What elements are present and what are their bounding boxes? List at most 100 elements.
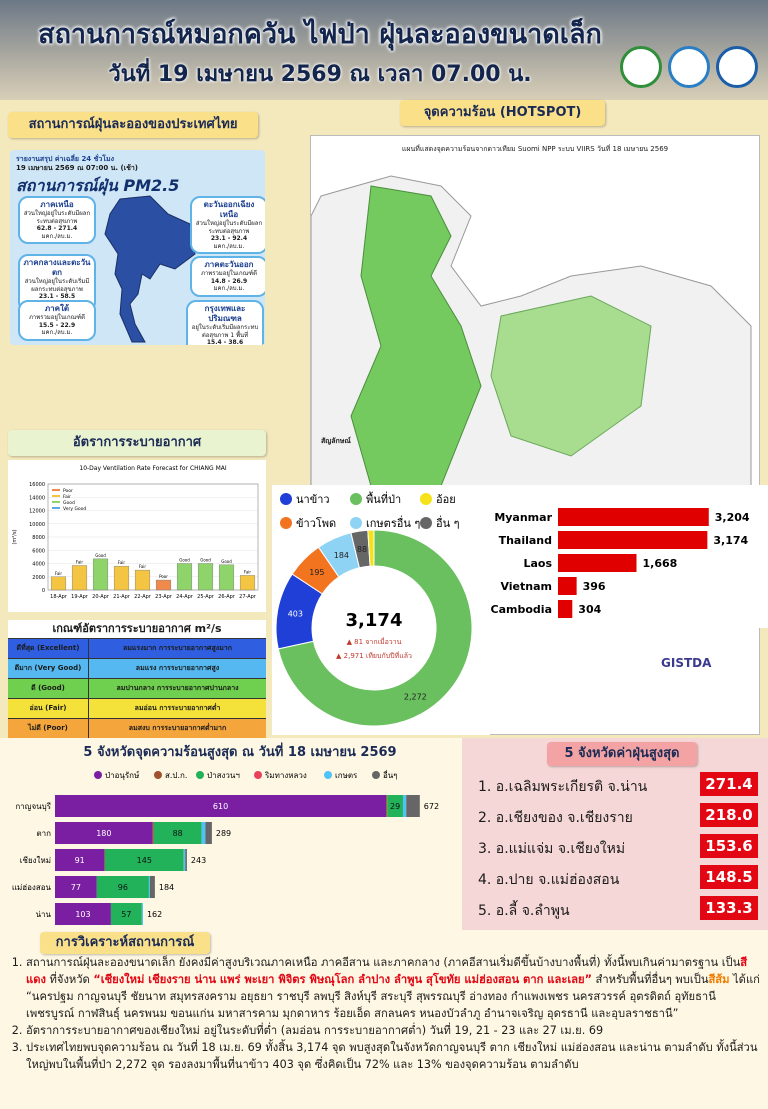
y-tick-label: 6000 [32, 548, 45, 554]
map-logo: GISTDA [661, 656, 712, 670]
bar-segment [141, 903, 143, 925]
region-status: ส่วนใหญ่อยู่ในระดับเริ่มมีผลกระทบต่อสุขภ… [24, 278, 90, 293]
y-tick-label: 8000 [32, 535, 45, 541]
value-label: 396 [583, 580, 606, 593]
category-label: กาญจนบุรี [15, 802, 51, 811]
criteria-desc: ลมอ่อน การระบายอากาศต่ำ [134, 704, 221, 712]
map-forest [350, 185, 482, 486]
legend-label: Fair [63, 494, 71, 500]
region-status: ส่วนใหญ่อยู่ในระดับมีผลกระทบต่อสุขภาพ [23, 210, 91, 225]
bar-segment [183, 849, 186, 871]
slice-label: 184 [334, 551, 349, 560]
region-status: ภาพรวมอยู่ในเกณฑ์ดี [200, 270, 258, 277]
x-tick-label: 19-Apr [71, 594, 89, 600]
bar-segment [55, 795, 387, 817]
criteria-table: เกณฑ์อัตราการระบายอากาศ m²/s ดีที่สุด (E… [8, 620, 266, 738]
bar [92, 558, 109, 591]
bar-segment [104, 849, 184, 871]
segment-label: 96 [118, 883, 128, 892]
bar-segment [387, 795, 403, 817]
segment-label: 29 [390, 802, 400, 811]
map-shape [104, 195, 196, 343]
category-label: Vietnam [500, 580, 552, 593]
criteria-level: อ่อน (Fair) [8, 699, 89, 718]
bar-label: Fair [76, 559, 83, 564]
section-title: 5 จังหวัดค่าฝุ่นสูงสุด [547, 742, 697, 766]
region-card: ภาคตะวันออก ภาพรวมอยู่ในเกณฑ์ดี 14.8 - 26.… [190, 256, 265, 297]
landuse-donut: พื้นที่ป่า นาข้าวข้าวโพด เกษตรอื่น ๆ อื่น ๆ… [272, 485, 490, 735]
chart-title: 5 จังหวัดจุดความร้อนสูงสุด ณ วันที่ 18 เ… [83, 742, 396, 760]
logo [620, 46, 662, 88]
legend-label: ริมทางหลวง [264, 771, 307, 780]
ranking-row: 1. อ.เฉลิมพระเกียรติ จ.น่าน 271.4 [478, 772, 762, 798]
legend-label: ป่าสงวนฯ [207, 771, 240, 780]
text: ประเทศไทยพบจุดความร้อน ณ วันที่ 18 เม.ย.… [26, 1041, 758, 1071]
y-tick-label: 2000 [32, 575, 45, 581]
total-label: 184 [159, 883, 174, 892]
legend-swatch [350, 517, 362, 529]
ranking-row: 2. อ.เชียงของ จ.เชียงราย 218.0 [478, 803, 762, 829]
criteria-row: ดีที่สุด (Excellent) ลมแรงมาก การระบายอาก… [8, 638, 266, 658]
legend-swatch [420, 493, 432, 505]
bar-segment [205, 822, 212, 844]
province-chart: 5 จังหวัดจุดความร้อนสูงสุด ณ วันที่ 18 เ… [0, 738, 462, 930]
bar-segment [185, 849, 187, 871]
ranking-row: 3. อ.แม่แจ่ม จ.เชียงใหม่ 153.6 [478, 834, 762, 860]
report-label: รายงานสรุป ค่าเฉลี่ย 24 ชั่วโมง [16, 155, 115, 163]
category-label: ตาก [36, 829, 51, 838]
bar-label: Good [179, 558, 190, 563]
bar [113, 565, 130, 591]
legend-label: อื่นๆ [383, 769, 398, 780]
slice-label: 2,272 [404, 693, 427, 702]
category-label: แม่ฮ่องสอน [12, 883, 52, 892]
map-legend-title: สัญลักษณ์ [321, 437, 351, 445]
category-label: Laos [523, 557, 552, 570]
bar [218, 564, 235, 591]
region-name: ภาคตะวันออก [204, 260, 254, 269]
category-label: น่าน [36, 910, 52, 919]
bar-segment [55, 876, 97, 898]
legend-label: Poor [63, 488, 73, 494]
text: สีส้ม [708, 973, 730, 986]
legend-label: Good [63, 500, 75, 506]
legend-swatch [154, 771, 162, 779]
pm-top5: 5 จังหวัดค่าฝุ่นสูงสุด 1. อ.เฉลิมพระเกีย… [462, 738, 768, 930]
region-name: ตะวันออกเฉียงเหนือ [203, 200, 255, 219]
page-title: สถานการณ์หมอกควัน ไฟป่า ฝุ่นละอองขนาดเล็… [38, 19, 602, 50]
legend-swatch [350, 493, 362, 505]
bar [71, 565, 88, 591]
section-title: สถานการณ์ฝุ่นละอองของประเทศไทย [8, 112, 258, 138]
page-subtitle: วันที่ 19 เมษายน 2569 ณ เวลา 07.00 น. [108, 62, 532, 87]
legend-swatch [196, 771, 204, 779]
bar-segment [110, 903, 142, 925]
bar [134, 569, 151, 591]
value-label: 304 [578, 603, 601, 616]
criteria-desc: ลมแรงมาก การระบายอากาศสูงมาก [123, 644, 232, 652]
legend-swatch [94, 771, 102, 779]
legend-swatch [324, 771, 332, 779]
report-date: 19 เมษายน 2569 ณ 07:00 น. (เช้า) [16, 164, 138, 172]
criteria-desc: ลมปานกลาง การระบายอากาศปานกลาง [116, 684, 239, 692]
hotspot-map: แผนที่แสดงจุดความร้อนจากดาวเทียม Suomi N… [310, 135, 760, 735]
y-tick-label: 14000 [29, 495, 45, 501]
value-label: 3,174 [713, 534, 748, 547]
legend-label: Very Good [63, 506, 86, 512]
criteria-level: ไม่ดี (Poor) [8, 719, 89, 738]
pm-value: 218.0 [700, 803, 758, 827]
text: สีแดง [26, 956, 748, 986]
ventilation-chart: 10-Day Ventilation Rate Forecast for CHI… [8, 460, 266, 612]
text: ได้แก่ “นครปฐม กาญจนบุรี ชัยนาท สมุทรสงค… [26, 973, 760, 1020]
bar-segment [148, 876, 150, 898]
region-card: ภาคเหนือ ส่วนใหญ่อยู่ในระดับมีผลกระทบต่อส… [18, 196, 96, 244]
y-tick-label: 10000 [29, 522, 45, 528]
plot-frame [47, 483, 259, 591]
total-label: 289 [216, 829, 231, 838]
bar [558, 531, 708, 549]
region-name: กรุงเทพและปริมณฑล [204, 304, 246, 323]
pm-value: 148.5 [700, 865, 758, 889]
criteria-level: ดีมาก (Very Good) [8, 659, 89, 678]
chart-title: 10-Day Ventilation Rate Forecast for CHI… [79, 465, 226, 472]
pm-value: 133.3 [700, 896, 758, 920]
segment-label: 610 [213, 802, 228, 811]
